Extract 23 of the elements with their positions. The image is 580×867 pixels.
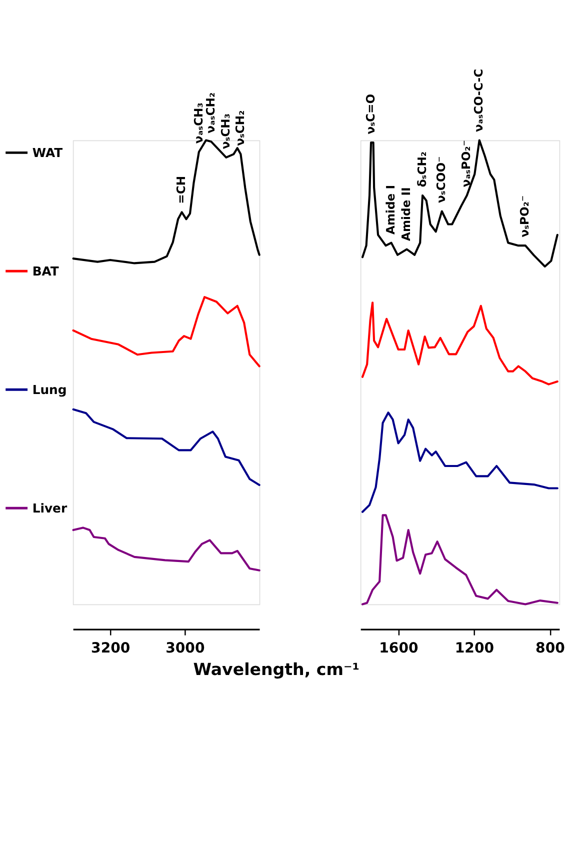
annotation: Amide II <box>399 187 414 242</box>
x-tick-label: 1200 <box>454 640 494 657</box>
annotation: νₛCH₂ <box>233 110 248 146</box>
annotation: νₐₛPO₂⁻ <box>459 140 474 188</box>
legend-label: BAT <box>32 263 60 278</box>
annotation: νₐₛCO-C-C <box>472 68 486 132</box>
annotation: νₛC=O <box>363 94 378 134</box>
annotation: =CH <box>174 176 188 204</box>
annotation: δₛCH₂ <box>414 152 429 188</box>
legend-label: Liver <box>32 500 68 516</box>
annotation: νₛCOO⁻ <box>434 156 448 203</box>
annotation: νₐₛCH₃ <box>191 102 206 144</box>
annotation: νₐₛCH₂ <box>204 92 218 134</box>
x-axis-title: Wavelength, cm⁻¹ <box>193 660 360 680</box>
legend-label: WAT <box>32 144 64 160</box>
x-tick-label: 800 <box>536 640 566 657</box>
x-tick-label: 1600 <box>379 640 419 657</box>
annotation: νₛCH₃ <box>218 114 232 150</box>
legend-label: Lung <box>32 382 67 397</box>
x-tick-label: 3000 <box>166 640 205 657</box>
annotation: Amide I <box>384 184 398 235</box>
x-tick-label: 3200 <box>91 640 130 657</box>
annotation: νₛPO₂⁻ <box>518 195 532 238</box>
